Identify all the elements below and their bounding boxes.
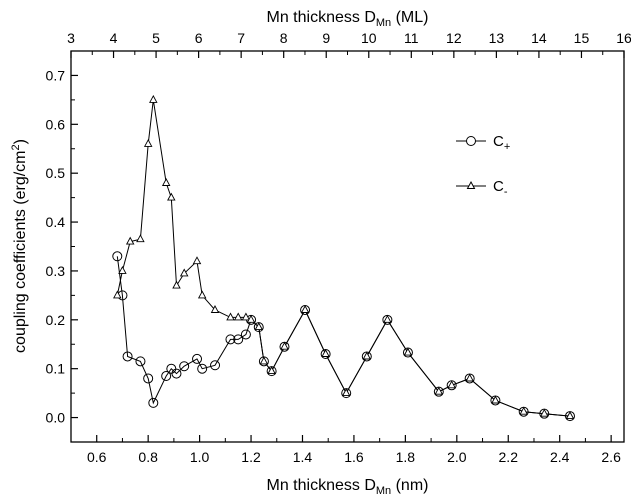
data-point: [565, 411, 575, 420]
x2-tick-label: 5: [152, 30, 160, 46]
x-tick-label: 2.4: [550, 449, 570, 465]
data-point: [362, 351, 372, 360]
data-point: [192, 353, 203, 364]
series-layer: [112, 94, 575, 422]
x2-tick-label: 10: [361, 30, 377, 46]
x-tick-label: 1.6: [344, 449, 364, 465]
data-point: [122, 351, 133, 362]
x2-tick-label: 7: [237, 30, 245, 46]
data-point: [233, 312, 243, 321]
data-point: [210, 360, 221, 371]
data-point: [254, 322, 264, 331]
x2-tick-label: 14: [531, 30, 547, 46]
data-point: [179, 361, 190, 372]
x2-tick-label: 3: [67, 30, 75, 46]
data-point: [149, 94, 158, 103]
ticks-layer: 0.6 0.8 1.0 1.2 1.4 1.6 1.8 2.0 2.2 2.4 2.6 0.0 0.1 0…: [46, 30, 631, 465]
x2-tick-label: 4: [110, 30, 118, 46]
data-point: [192, 256, 202, 265]
x2-tick-label: 12: [446, 30, 462, 46]
x-tick-label: 1.0: [190, 449, 210, 465]
x2-tick-label: 6: [195, 30, 203, 46]
y-tick-label: 0.7: [46, 67, 66, 83]
data-point: [197, 363, 208, 374]
legend: C+ C-: [456, 133, 510, 198]
data-point: [167, 192, 176, 201]
data-point: [403, 347, 413, 356]
data-point: [240, 329, 251, 340]
data-point: [267, 366, 276, 375]
x-tick-label: 0.8: [138, 449, 158, 465]
legend-label-c-minus: C-: [493, 178, 508, 198]
x2-tick-label: 15: [574, 30, 590, 46]
x2-tick-label: 8: [280, 30, 288, 46]
data-point: [491, 395, 500, 404]
data-point: [161, 371, 172, 382]
series-c-plus: [116, 256, 571, 417]
x2-tick-label: 9: [322, 30, 330, 46]
x-tick-label: 0.6: [87, 449, 107, 465]
data-point: [434, 386, 444, 395]
data-point: [135, 356, 146, 367]
data-point: [300, 305, 310, 313]
data-point: [171, 368, 182, 379]
x-tick-label: 2.0: [447, 449, 467, 465]
x-tick-label: 1.8: [396, 449, 416, 465]
data-point: [143, 138, 153, 147]
y-tick-label: 0.5: [46, 165, 66, 181]
series-line: [116, 256, 571, 417]
data-point: [321, 349, 330, 357]
data-point: [112, 251, 123, 262]
data-point: [519, 406, 528, 415]
data-point: [148, 397, 159, 408]
data-point: [233, 334, 244, 345]
data-point: [341, 388, 351, 397]
x-tick-label: 2.6: [601, 449, 621, 465]
data-point: [136, 234, 145, 243]
x-axis-title: Mn thickness DMn (nm): [267, 477, 429, 497]
data-point: [241, 312, 251, 321]
legend-marker-c-minus: [466, 180, 476, 189]
data-point: [226, 312, 235, 321]
data-point: [113, 290, 122, 299]
plot-frame: [70, 50, 625, 443]
data-point: [246, 314, 256, 323]
data-point: [179, 268, 189, 277]
markers-c-plus: [112, 251, 575, 422]
data-point: [447, 380, 456, 389]
y-axis-title: coupling coefficients (erg/cm2): [10, 139, 29, 353]
y-tick-label: 0.1: [46, 361, 66, 377]
y-tick-label: 0.6: [46, 116, 66, 132]
data-point: [540, 408, 549, 417]
y-tick-label: 0.0: [46, 410, 66, 426]
legend-marker-c-plus: [466, 136, 476, 146]
x-tick-label: 1.4: [293, 449, 313, 465]
x-tick-label: 1.2: [241, 449, 261, 465]
y-tick-label: 0.3: [46, 263, 66, 279]
y-tick-label: 0.4: [46, 214, 66, 230]
data-point: [210, 305, 220, 313]
x2-tick-label: 11: [404, 30, 419, 46]
data-point: [161, 178, 171, 186]
y-tick-label: 0.2: [46, 312, 66, 328]
data-point: [383, 314, 392, 323]
data-point: [125, 236, 135, 245]
x2-tick-label: 16: [616, 30, 631, 46]
legend-label-c-plus: C+: [493, 133, 510, 153]
data-point: [118, 265, 127, 274]
x2-axis-title: Mn thickness DMn (ML): [267, 9, 429, 29]
data-point: [465, 373, 474, 382]
data-point: [172, 280, 181, 289]
data-point: [280, 341, 289, 350]
markers-c-minus: [113, 94, 575, 420]
data-point: [259, 356, 269, 365]
series-line: [116, 99, 571, 417]
data-point: [225, 334, 236, 345]
data-point: [197, 290, 207, 299]
data-point: [143, 373, 154, 384]
x2-tick-label: 13: [489, 30, 505, 46]
x-tick-label: 2.2: [499, 449, 519, 465]
series-c-minus: [116, 99, 571, 417]
